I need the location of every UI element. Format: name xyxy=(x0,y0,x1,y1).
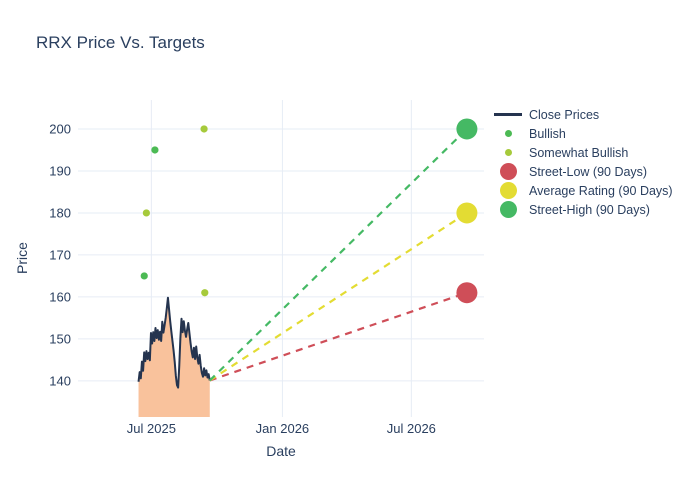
legend-label-close-prices: Close Prices xyxy=(529,107,600,122)
close-prices-line xyxy=(137,296,211,389)
y-axis-title: Price xyxy=(14,242,30,274)
axis-tick-labels: Jul 2025 Jan 2026 Jul 2026 140 150 160 170 180 1… xyxy=(49,121,436,436)
bullish-dot-swatch xyxy=(492,130,524,137)
average-rating-dot-swatch xyxy=(492,182,524,199)
chart-title: RRX Price Vs. Targets xyxy=(36,33,205,52)
data-marks xyxy=(137,118,478,417)
legend-label-street-high: Street-High (90 Days) xyxy=(529,202,650,217)
y-tick-label: 180 xyxy=(49,205,71,220)
bullish-rating-dot xyxy=(151,146,159,154)
legend-item-somewhat-bullish[interactable]: Somewhat Bullish xyxy=(492,143,673,162)
legend-item-bullish[interactable]: Bullish xyxy=(492,124,673,143)
bullish-rating-dot xyxy=(140,272,148,280)
legend-label-street-low: Street-Low (90 Days) xyxy=(529,164,648,179)
gridlines xyxy=(78,100,484,417)
x-tick-label: Jul 2025 xyxy=(127,421,176,436)
legend-item-average-rating[interactable]: Average Rating (90 Days) xyxy=(492,181,673,200)
street-high-target-marker xyxy=(456,118,478,140)
y-tick-label: 140 xyxy=(49,373,71,388)
somewhat-bullish-rating-dot xyxy=(142,209,150,217)
legend-item-street-low[interactable]: Street-Low (90 Days) xyxy=(492,162,673,181)
y-tick-label: 160 xyxy=(49,289,71,304)
x-tick-label: Jan 2026 xyxy=(256,421,310,436)
street-low-projection-line xyxy=(209,291,468,382)
legend-item-close-prices[interactable]: Close Prices xyxy=(492,105,673,124)
legend: Close Prices Bullish Somewhat Bullish St… xyxy=(492,105,673,219)
street-low-target-marker xyxy=(456,282,478,304)
legend-label-somewhat-bullish: Somewhat Bullish xyxy=(529,145,629,160)
y-tick-label: 170 xyxy=(49,247,71,262)
street-high-dot-swatch xyxy=(492,201,524,218)
x-tick-label: Jul 2026 xyxy=(387,421,436,436)
y-tick-label: 200 xyxy=(49,121,71,136)
legend-label-bullish: Bullish xyxy=(529,126,566,141)
average-rating-target-marker xyxy=(456,202,478,224)
close-prices-line-swatch xyxy=(492,113,524,116)
legend-item-street-high[interactable]: Street-High (90 Days) xyxy=(492,200,673,219)
y-tick-label: 190 xyxy=(49,163,71,178)
somewhat-bullish-rating-dot xyxy=(201,289,209,297)
legend-label-average-rating: Average Rating (90 Days) xyxy=(529,183,673,198)
street-high-projection-line xyxy=(209,128,468,382)
somewhat-bullish-rating-dot xyxy=(200,125,208,133)
x-axis-title: Date xyxy=(266,443,296,459)
y-tick-label: 150 xyxy=(49,331,71,346)
street-low-dot-swatch xyxy=(492,163,524,180)
somewhat-bullish-dot-swatch xyxy=(492,149,524,156)
